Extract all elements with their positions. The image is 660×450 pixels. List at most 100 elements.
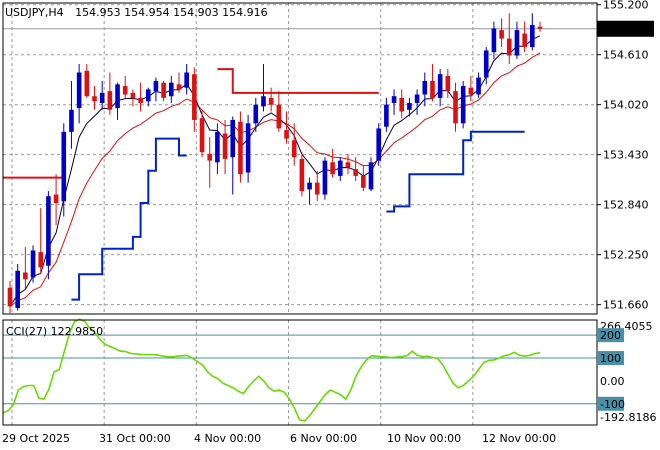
candle-body: [261, 96, 266, 107]
candle-body: [245, 123, 251, 173]
candle-body: [414, 94, 420, 103]
candle-body: [30, 250, 36, 278]
cci-tick-label: 0.00: [600, 375, 625, 388]
candle-body: [199, 118, 205, 153]
candle-body: [307, 182, 312, 190]
candle-body: [514, 30, 520, 56]
candle-body: [330, 162, 335, 175]
candles: [7, 13, 543, 314]
y-tick-labels: 155.200 154.610 154.020 153.430 152.840 152.2…: [597, 0, 649, 312]
candle-body: [207, 153, 213, 161]
candle-body: [253, 104, 259, 124]
indicator-overlays: [3, 35, 541, 307]
cci-tick-label: 100: [600, 352, 621, 365]
candle-body: [184, 72, 189, 88]
candle-body: [130, 92, 136, 98]
y-tick-label: 154.610: [603, 49, 649, 62]
candle-body: [322, 160, 328, 195]
candle-body: [176, 84, 182, 90]
candle-body: [368, 162, 374, 190]
cci-line: [2, 318, 541, 422]
candle-body: [361, 175, 366, 188]
cci-panel-frame: [2, 319, 598, 426]
candle-body: [284, 130, 289, 139]
x-tick-label: 31 Oct 00:00: [99, 432, 171, 445]
candle-body: [107, 91, 113, 110]
candle-body: [61, 131, 67, 202]
panel-frames: [2, 2, 598, 426]
fast-moving-average-line: [9, 35, 541, 307]
candle-body: [422, 80, 428, 95]
x-tick-labels: 29 Oct 2025 31 Oct 00:00 4 Nov 00:00 6 Nov …: [2, 432, 556, 445]
stop-up-line: [386, 130, 525, 213]
candle-body: [445, 75, 451, 92]
candle-body: [299, 158, 305, 192]
candle-body: [430, 80, 435, 98]
candle-body: [499, 30, 504, 39]
candle-body: [230, 119, 236, 158]
candle-body: [169, 82, 174, 97]
chart-ohlc: 154.953 154.954 154.903 154.916: [75, 6, 267, 19]
candle-body: [291, 140, 297, 158]
candle-body: [268, 97, 274, 105]
candle-body: [215, 131, 220, 163]
y-tick-label: 154.020: [603, 99, 649, 112]
candle-body: [7, 287, 13, 307]
candle-body: [522, 33, 527, 48]
candle-body: [138, 97, 143, 103]
candle-body: [15, 270, 20, 309]
candle-body: [314, 182, 320, 195]
candle-body: [537, 26, 543, 29]
y-tick-label: 153.430: [603, 149, 649, 162]
candle-body: [69, 109, 74, 132]
value-tags: 154.916: [597, 20, 654, 37]
candle-body: [337, 160, 343, 176]
candle-body: [491, 28, 497, 53]
candle-body: [384, 104, 389, 127]
candle-body: [238, 121, 243, 175]
cci-level-tag: [598, 396, 624, 411]
slow-moving-average-line: [9, 52, 541, 307]
main-panel-frame: [2, 2, 598, 315]
candle-body: [115, 84, 120, 109]
candle-body: [345, 162, 351, 168]
candle-body: [84, 70, 90, 97]
cci-tick-label: 200: [600, 329, 621, 342]
stop-down-line: [217, 68, 379, 94]
cci-tick-label: -100: [600, 398, 625, 411]
current-price-label: 154.916: [601, 23, 647, 36]
cci-level-tag: [598, 328, 624, 343]
candle-body: [353, 169, 358, 176]
y-tick-label: 151.660: [603, 299, 649, 312]
y-tick-label: 152.250: [603, 249, 649, 262]
candle-body: [145, 89, 151, 102]
candle-body: [391, 96, 397, 103]
candle-body: [23, 272, 28, 280]
candle-body: [46, 196, 51, 266]
candle-body: [468, 87, 474, 95]
candle-body: [153, 80, 159, 92]
x-tick-label: 10 Nov 00:00: [387, 432, 461, 445]
candle-body: [276, 104, 282, 129]
candle-body: [530, 25, 535, 48]
candle-body: [476, 77, 481, 95]
candle-body: [92, 96, 97, 102]
candle-body: [460, 86, 466, 124]
candle-body: [76, 72, 82, 109]
current-price-tag: [597, 20, 654, 37]
candle-body: [483, 50, 489, 78]
cci-title: CCI(27) 122.9850: [6, 325, 103, 338]
cci-tick-label: -192.8186: [600, 411, 656, 424]
candle-body: [453, 91, 458, 124]
stop-up-line: [71, 137, 187, 301]
candle-body: [161, 82, 166, 98]
cci-level-tag: [598, 351, 624, 366]
candle-body: [376, 128, 381, 161]
x-tick-label: 4 Nov 00:00: [194, 432, 261, 445]
candle-body: [122, 86, 128, 95]
candle-body: [407, 102, 412, 110]
x-tick-label: 29 Oct 2025: [2, 432, 70, 445]
